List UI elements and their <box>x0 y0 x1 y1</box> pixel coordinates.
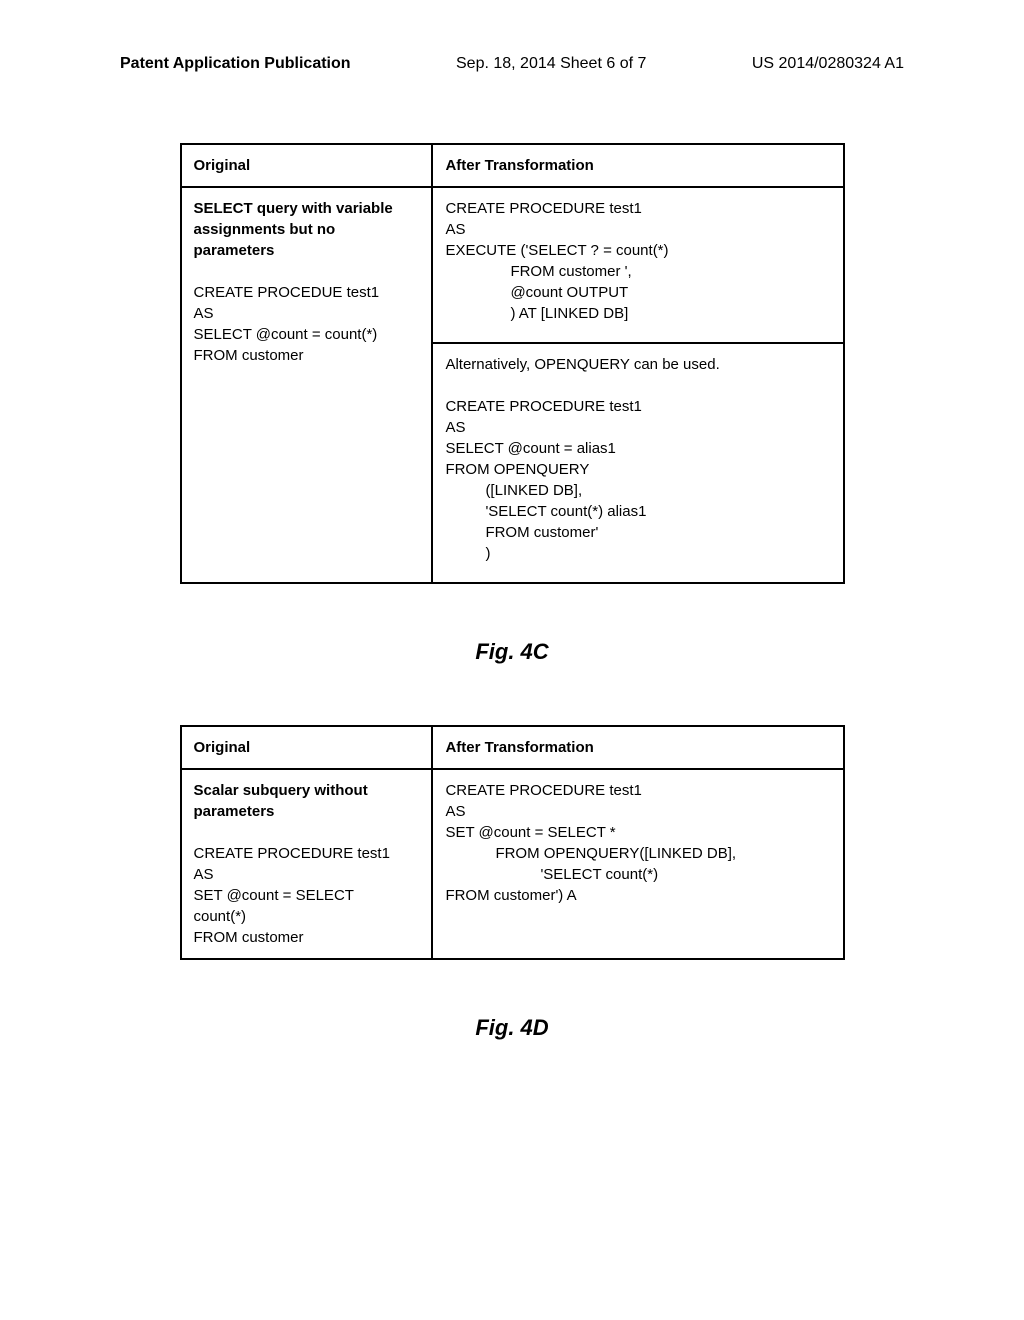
code-line: FROM customer <box>194 927 420 948</box>
after-block-2: Alternatively, OPENQUERY can be used. CR… <box>433 342 842 582</box>
code-line: FROM customer') A <box>445 885 830 906</box>
header-center: Sep. 18, 2014 Sheet 6 of 7 <box>456 55 646 73</box>
original-bold-text: SELECT query with variable assignments b… <box>194 198 420 261</box>
code-line: CREATE PROCEDURE test1 <box>194 843 420 864</box>
code-line: SELECT @count = alias1 <box>445 438 830 459</box>
cell-after: CREATE PROCEDURE test1 AS SET @count = S… <box>432 769 843 959</box>
code-line: CREATE PROCEDURE test1 <box>445 396 830 417</box>
header-right: US 2014/0280324 A1 <box>752 55 904 73</box>
code-line: AS <box>445 801 830 822</box>
code-line: AS <box>194 303 420 324</box>
code-line: count(*) <box>194 906 420 927</box>
table-row: Original After Transformation <box>181 726 844 769</box>
code-line: CREATE PROCEDURE test1 <box>445 198 830 219</box>
code-line: AS <box>445 219 830 240</box>
table-row: SELECT query with variable assignments b… <box>181 187 844 583</box>
table-4d: Original After Transformation Scalar sub… <box>180 725 845 960</box>
code-line: 'SELECT count(*) <box>445 864 830 885</box>
code-line: AS <box>194 864 420 885</box>
code-line: FROM OPENQUERY <box>445 459 830 480</box>
header-after: After Transformation <box>432 144 843 187</box>
after-block-1: CREATE PROCEDURE test1 AS EXECUTE ('SELE… <box>433 188 842 342</box>
code-line: FROM customer <box>194 345 420 366</box>
code-line: @count OUTPUT <box>445 282 830 303</box>
code-line: SET @count = SELECT <box>194 885 420 906</box>
header-after: After Transformation <box>432 726 843 769</box>
table-4c: Original After Transformation SELECT que… <box>180 143 845 584</box>
code-line: AS <box>445 417 830 438</box>
alt-text: Alternatively, OPENQUERY can be used. <box>445 354 830 375</box>
code-line: FROM customer ', <box>445 261 830 282</box>
table-row: Scalar subquery without parameters CREAT… <box>181 769 844 959</box>
code-line: FROM customer' <box>445 522 830 543</box>
code-line: SET @count = SELECT * <box>445 822 830 843</box>
table-row: Original After Transformation <box>181 144 844 187</box>
code-line: ([LINKED DB], <box>445 480 830 501</box>
code-line: FROM OPENQUERY([LINKED DB], <box>445 843 830 864</box>
code-line: ) AT [LINKED DB] <box>445 303 830 324</box>
code-line: CREATE PROCEDUE test1 <box>194 282 420 303</box>
original-bold-text: Scalar subquery without parameters <box>194 780 420 822</box>
header-original: Original <box>181 144 433 187</box>
code-line: CREATE PROCEDURE test1 <box>445 780 830 801</box>
header-original: Original <box>181 726 433 769</box>
code-line: ) <box>445 543 830 564</box>
cell-original: Scalar subquery without parameters CREAT… <box>181 769 433 959</box>
figure-4c-caption: Fig. 4C <box>0 639 1024 665</box>
code-line: 'SELECT count(*) alias1 <box>445 501 830 522</box>
table-4c-container: Original After Transformation SELECT que… <box>180 143 845 584</box>
header-left: Patent Application Publication <box>120 55 351 73</box>
page-header: Patent Application Publication Sep. 18, … <box>0 0 1024 73</box>
table-4d-container: Original After Transformation Scalar sub… <box>180 725 845 960</box>
code-line: SELECT @count = count(*) <box>194 324 420 345</box>
code-line: EXECUTE ('SELECT ? = count(*) <box>445 240 830 261</box>
figure-4d-caption: Fig. 4D <box>0 1015 1024 1041</box>
cell-after: CREATE PROCEDURE test1 AS EXECUTE ('SELE… <box>432 187 843 583</box>
cell-original: SELECT query with variable assignments b… <box>181 187 433 583</box>
